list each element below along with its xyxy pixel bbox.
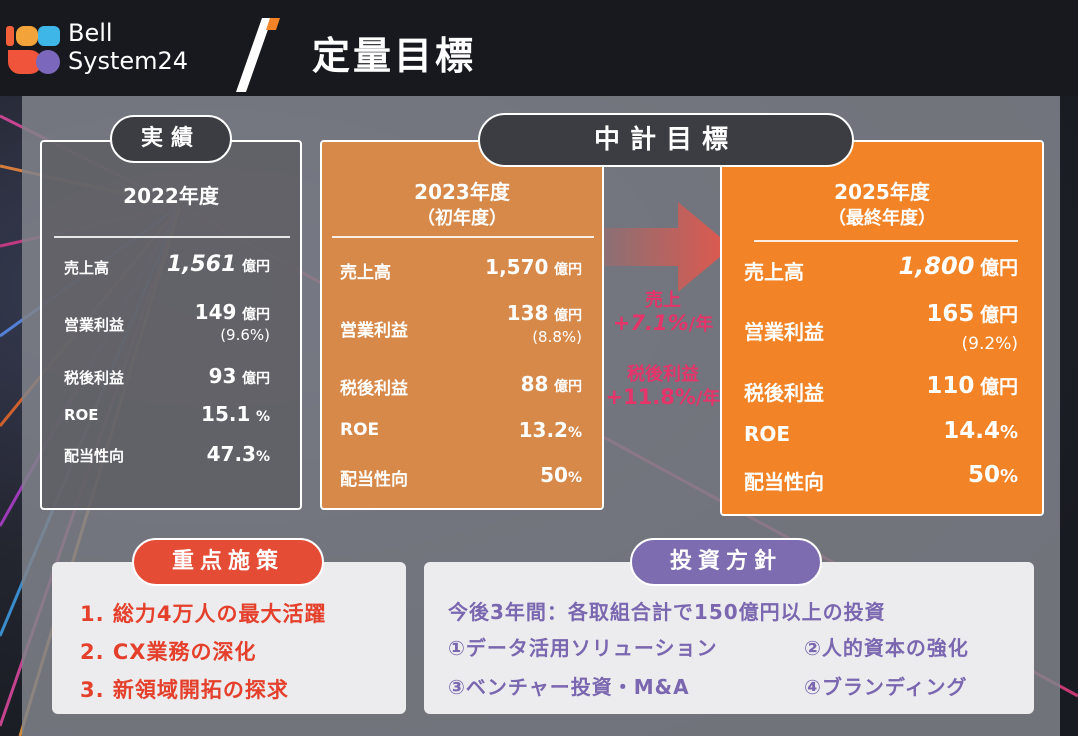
actual-sales-value: 1,561 億円 bbox=[166, 252, 270, 277]
actual-payout-label: 配当性向 bbox=[64, 447, 125, 465]
plan2023-op-profit-value: 138 億円 bbox=[506, 301, 582, 325]
priority-item: 2. CX業務の深化 bbox=[80, 640, 257, 664]
investment-card bbox=[424, 562, 1034, 714]
target-2023-box bbox=[320, 140, 604, 510]
growth-sales-label: 売上 bbox=[645, 290, 681, 311]
plan2025-sales-label: 売上高 bbox=[744, 260, 804, 284]
actual-payout-value: 47.3% bbox=[206, 442, 270, 466]
growth-profit-label: 税後利益 bbox=[627, 364, 699, 385]
actual-sales-label: 売上高 bbox=[64, 259, 110, 277]
plan2023-year-sub: （初年度） bbox=[417, 208, 507, 229]
plan2025-op-margin: (9.2%) bbox=[961, 334, 1018, 354]
plan2025-op-profit-value: 165 億円 bbox=[926, 301, 1018, 327]
plan2025-payout-value: 50% bbox=[967, 462, 1018, 488]
plan2023-net-profit-label: 税後利益 bbox=[340, 379, 408, 399]
plan2025-year-sub: （最終年度） bbox=[828, 208, 936, 229]
plan2023-divider bbox=[332, 236, 594, 238]
investment-item: ①データ活用ソリューション bbox=[448, 636, 718, 660]
brand-name-line1: Bell bbox=[68, 19, 113, 47]
plan2025-roe-label: ROE bbox=[744, 422, 791, 446]
priority-item: 1. 総力4万人の最大活躍 bbox=[80, 602, 327, 626]
investment-headline: 今後3年間：各取組合計で150億円以上の投資 bbox=[448, 600, 886, 624]
plan2025-divider bbox=[754, 240, 1018, 242]
priorities-card bbox=[52, 562, 406, 714]
growth-sales-rate: +7.1%/年 bbox=[612, 311, 714, 335]
investment-item: ③ベンチャー投資・M&A bbox=[448, 675, 690, 699]
bellsystem24-logo-icon bbox=[6, 26, 60, 74]
actual-badge: 実績 bbox=[110, 115, 232, 163]
brand-name-line2: System24 bbox=[68, 47, 189, 75]
plan-badge: 中計目標 bbox=[478, 113, 854, 167]
plan2025-net-profit-value: 110 億円 bbox=[926, 373, 1018, 399]
investment-badge: 投資方針 bbox=[630, 538, 822, 586]
plan2023-sales-value: 1,570 億円 bbox=[485, 255, 582, 279]
priorities-badge: 重点施策 bbox=[132, 538, 324, 586]
plan2025-op-profit-label: 営業利益 bbox=[744, 320, 824, 344]
plan2023-op-profit-label: 営業利益 bbox=[340, 321, 408, 341]
plan2023-payout-value: 50% bbox=[540, 463, 582, 487]
actual-op-margin: (9.6%) bbox=[220, 326, 270, 344]
page-title: 定量目標 bbox=[312, 34, 477, 78]
growth-profit-rate: +11.8%/年 bbox=[605, 385, 721, 409]
actual-net-profit-value: 93 億円 bbox=[208, 364, 270, 388]
priority-item: 3. 新領域開拓の探求 bbox=[80, 678, 289, 702]
target-2025-box bbox=[720, 140, 1044, 516]
actual-year: 2022年度 bbox=[123, 184, 219, 208]
plan2023-net-profit-value: 88 億円 bbox=[520, 372, 582, 396]
actual-net-profit-label: 税後利益 bbox=[64, 369, 125, 387]
investment-item: ④ブランディング bbox=[804, 675, 968, 699]
slash-divider-icon bbox=[236, 18, 280, 92]
plan2023-roe-label: ROE bbox=[340, 420, 380, 440]
plan2023-sales-label: 売上高 bbox=[340, 263, 391, 283]
plan2023-op-margin: (8.8%) bbox=[532, 328, 582, 346]
growth-arrow-icon bbox=[596, 202, 732, 292]
plan2025-year: 2025年度 bbox=[834, 180, 930, 204]
plan2025-payout-label: 配当性向 bbox=[744, 470, 824, 494]
header-bar: Bell System24 定量目標 bbox=[0, 0, 1078, 96]
actual-op-profit-value: 149 億円 bbox=[194, 300, 270, 324]
investment-item: ②人的資本の強化 bbox=[804, 636, 969, 660]
plan2023-payout-label: 配当性向 bbox=[340, 470, 408, 490]
plan2023-roe-value: 13.2% bbox=[518, 418, 582, 442]
plan2025-net-profit-label: 税後利益 bbox=[744, 381, 824, 405]
actual-roe-value: 15.1 % bbox=[201, 402, 270, 426]
plan2025-roe-value: 14.4% bbox=[943, 418, 1018, 444]
actual-divider bbox=[54, 236, 290, 238]
actual-op-profit-label: 営業利益 bbox=[64, 316, 125, 334]
plan2025-sales-value: 1,800 億円 bbox=[898, 252, 1018, 280]
actual-roe-label: ROE bbox=[64, 406, 99, 424]
plan2023-year: 2023年度 bbox=[414, 180, 510, 204]
